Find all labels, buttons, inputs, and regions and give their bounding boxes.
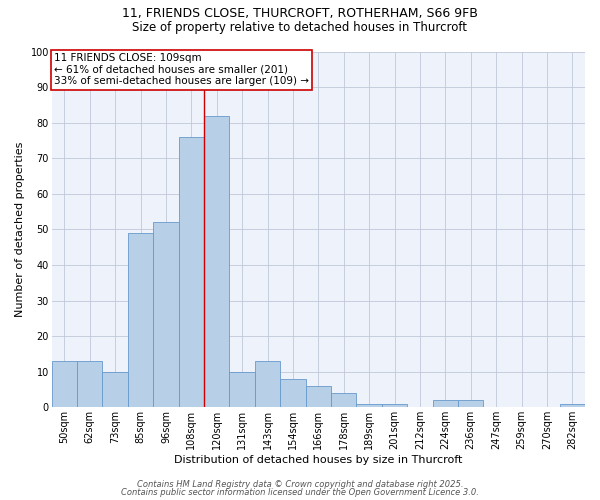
Bar	[77, 361, 103, 408]
Bar	[128, 233, 153, 408]
Bar	[229, 372, 255, 408]
Bar	[153, 222, 179, 408]
Bar	[52, 361, 77, 408]
Bar	[382, 404, 407, 407]
Bar	[204, 116, 229, 408]
Text: 11, FRIENDS CLOSE, THURCROFT, ROTHERHAM, S66 9FB: 11, FRIENDS CLOSE, THURCROFT, ROTHERHAM,…	[122, 8, 478, 20]
Text: Contains public sector information licensed under the Open Government Licence 3.: Contains public sector information licen…	[121, 488, 479, 497]
Bar	[560, 404, 585, 407]
Bar	[458, 400, 484, 407]
Bar	[331, 393, 356, 407]
Text: Contains HM Land Registry data © Crown copyright and database right 2025.: Contains HM Land Registry data © Crown c…	[137, 480, 463, 489]
Bar	[103, 372, 128, 408]
Y-axis label: Number of detached properties: Number of detached properties	[15, 142, 25, 317]
Bar	[433, 400, 458, 407]
Bar	[356, 404, 382, 407]
Text: 11 FRIENDS CLOSE: 109sqm
← 61% of detached houses are smaller (201)
33% of semi-: 11 FRIENDS CLOSE: 109sqm ← 61% of detach…	[55, 54, 310, 86]
Text: Size of property relative to detached houses in Thurcroft: Size of property relative to detached ho…	[133, 21, 467, 34]
Bar	[255, 361, 280, 408]
Bar	[179, 137, 204, 407]
X-axis label: Distribution of detached houses by size in Thurcroft: Distribution of detached houses by size …	[174, 455, 463, 465]
Bar	[305, 386, 331, 407]
Bar	[280, 379, 305, 408]
